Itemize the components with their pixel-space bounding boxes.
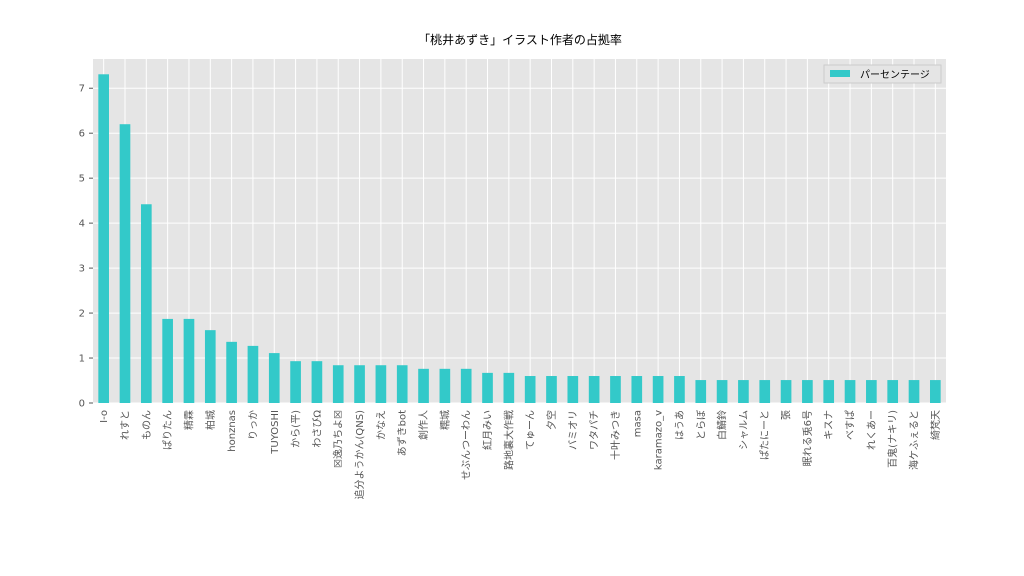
- x-tick-label: 追分ようかん(QNS): [353, 410, 366, 500]
- x-tick-label: 糯城: [438, 410, 451, 430]
- bar: [482, 372, 493, 403]
- x-tick-label: わさびΩ: [311, 410, 323, 448]
- bar: [652, 376, 664, 403]
- bar: [823, 380, 835, 403]
- x-tick-label: べすぱ: [845, 410, 857, 440]
- x-tick-label: 綺梵天: [929, 410, 942, 440]
- x-tick-label: 海ケふぇると: [908, 410, 921, 470]
- bar: [887, 380, 899, 403]
- x-tick-label: 十叶みつき: [609, 410, 622, 460]
- bar: [588, 376, 600, 403]
- bar: [460, 368, 472, 403]
- y-tick-label: 5: [79, 174, 85, 185]
- legend-box: [823, 64, 942, 84]
- x-tick-label: かなえ: [375, 410, 387, 440]
- bar: [844, 380, 856, 403]
- x-tick-label: キスナ: [823, 410, 835, 440]
- bar: [375, 365, 387, 403]
- legend-label: パーセンテージ: [860, 69, 930, 81]
- x-tick-label: から(平): [290, 410, 302, 448]
- x-tick-label: 夕空: [545, 410, 558, 430]
- bar: [908, 380, 920, 403]
- bar: [396, 365, 408, 403]
- bar: [567, 376, 579, 403]
- x-tick-label: 創作人: [418, 410, 430, 440]
- bar: [610, 376, 621, 403]
- y-tick-label: 7: [79, 84, 85, 95]
- x-tick-label: 白鯖鈴: [716, 410, 729, 440]
- bar: [439, 368, 451, 403]
- x-tick-label: 紅月みい: [482, 410, 494, 450]
- x-tick-label: れすと: [119, 410, 131, 440]
- y-tick-label: 3: [79, 264, 85, 275]
- bar: [354, 365, 365, 403]
- legend-swatch: [830, 70, 850, 77]
- bar: [503, 372, 515, 403]
- x-tick-label: 眠れる兎6号: [802, 410, 814, 466]
- y-tick-label: 1: [79, 354, 85, 365]
- bar: [759, 380, 771, 403]
- bar: [98, 74, 109, 404]
- x-tick-label: あずきbot: [397, 410, 409, 456]
- bar: [247, 345, 259, 403]
- bar: [418, 368, 429, 403]
- x-tick-label: ぱたにーと: [759, 410, 771, 460]
- bar: [524, 376, 536, 403]
- bar: [546, 376, 557, 403]
- x-tick-label: I-o: [99, 410, 110, 423]
- y-tick-label: 6: [79, 129, 85, 140]
- x-tick-label: シャルム: [738, 410, 750, 450]
- bar: [695, 380, 707, 403]
- x-tick-label: honznas: [227, 410, 238, 452]
- bar: [119, 124, 131, 404]
- x-tick-label: とらぼ: [695, 410, 707, 440]
- x-tick-label: バミオリ: [567, 410, 579, 450]
- x-tick-label: ☒逸乃ちよ☒: [333, 410, 345, 468]
- x-tick-label: はうあ: [674, 410, 686, 440]
- bar: [332, 365, 344, 403]
- bar: [716, 380, 728, 403]
- y-tick-label: 2: [79, 309, 85, 320]
- bar: [140, 204, 152, 403]
- bar: [802, 380, 813, 403]
- bar: [738, 380, 749, 403]
- bar: [183, 318, 195, 403]
- bar: [631, 376, 643, 403]
- plot-area: [93, 59, 946, 403]
- y-tick-label: 0: [79, 399, 85, 410]
- x-tick-label: 張: [781, 410, 793, 420]
- x-tick-label: karamazo_v: [654, 410, 665, 470]
- bar: [268, 353, 280, 403]
- x-tick-label: りっか: [247, 410, 259, 440]
- bar: [204, 330, 216, 403]
- x-tick-label: ものん: [141, 410, 153, 440]
- x-tick-label: 精霖: [182, 410, 195, 430]
- x-tick-label: ぱりたん: [162, 410, 174, 450]
- x-tick-label: TUYOSHI: [270, 410, 281, 455]
- bar: [930, 380, 941, 403]
- bar: [780, 380, 792, 403]
- x-tick-label: 路地裏大作戦: [502, 410, 515, 470]
- bar: [162, 318, 173, 403]
- y-tick-label: 4: [79, 219, 85, 230]
- bar: [226, 341, 237, 403]
- x-tick-label: 柏城: [204, 410, 217, 430]
- bar: [674, 376, 685, 403]
- x-tick-label: せぶんつーわん: [461, 410, 473, 480]
- x-tick-label: 百鬼(ナキリ): [886, 410, 899, 468]
- x-tick-label: てゅーん: [525, 410, 537, 450]
- bar: [311, 361, 323, 403]
- chart-title: 「桃井あずき」イラスト作者の占拠率: [418, 32, 622, 47]
- bar: [290, 361, 301, 403]
- x-tick-label: ワタパチ: [589, 410, 601, 450]
- x-tick-label: れくあー: [866, 410, 878, 450]
- bar: [866, 380, 877, 403]
- x-tick-label: masa: [632, 410, 643, 437]
